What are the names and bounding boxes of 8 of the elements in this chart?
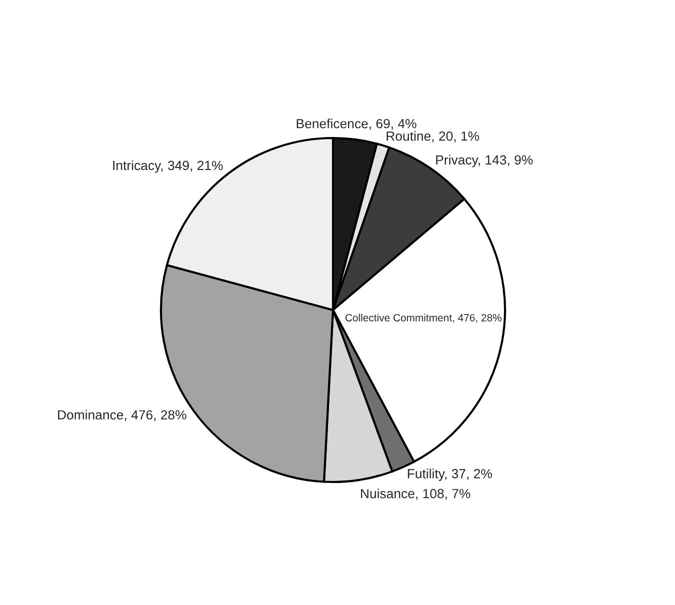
slice-label: Nuisance, 108, 7% xyxy=(361,488,470,500)
slice-label: Dominance, 476, 28% xyxy=(58,410,186,422)
slice-label: Privacy, 143, 9% xyxy=(436,154,533,168)
slice-label: Routine, 20, 1% xyxy=(386,131,480,142)
slice-label: Futility, 37, 2% xyxy=(408,468,492,481)
slice-label: Collective Commitment, 476, 28% xyxy=(345,314,502,323)
slice-label: Beneficence, 69, 4% xyxy=(296,118,416,130)
slice-label: Intricacy, 349, 21% xyxy=(113,160,223,173)
